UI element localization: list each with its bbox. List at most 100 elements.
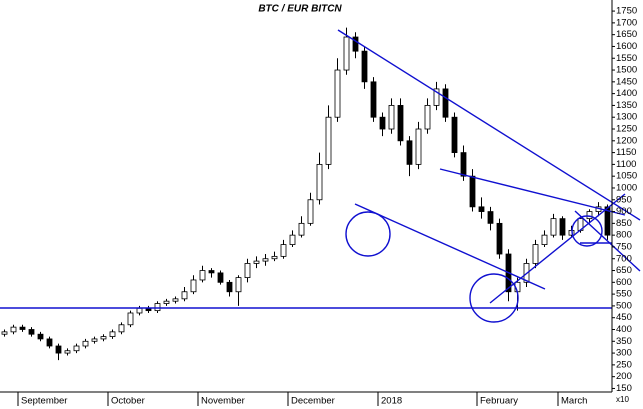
x-tick-label: 2018 bbox=[381, 396, 402, 407]
y-tick-label: 1000 bbox=[616, 182, 637, 193]
candle-body bbox=[46, 338, 53, 347]
candle-body bbox=[379, 116, 386, 130]
candle-body bbox=[316, 163, 323, 201]
candle-body bbox=[451, 116, 458, 153]
candle-body bbox=[532, 244, 539, 264]
axis-multiplier: x10 bbox=[616, 395, 629, 404]
candle-body bbox=[352, 36, 359, 52]
candle-body bbox=[262, 258, 269, 262]
candle-body bbox=[397, 105, 404, 142]
candle-body bbox=[442, 88, 449, 118]
y-tick-label: 900 bbox=[616, 206, 632, 217]
candle-body bbox=[460, 152, 467, 177]
y-tick-label: 550 bbox=[616, 289, 632, 300]
candle-body bbox=[82, 340, 89, 347]
y-tick-label: 450 bbox=[616, 312, 632, 323]
candle-body bbox=[604, 206, 611, 236]
candle-body bbox=[226, 281, 233, 293]
candle-body bbox=[136, 307, 143, 314]
x-tick-label: November bbox=[201, 396, 245, 407]
y-tick-label: 1400 bbox=[616, 88, 637, 99]
candle-body bbox=[307, 199, 314, 224]
candle-body bbox=[73, 345, 80, 352]
candle-body bbox=[298, 222, 305, 236]
candle-body bbox=[424, 105, 431, 130]
trendline bbox=[574, 210, 641, 272]
y-tick-label: 800 bbox=[616, 230, 632, 241]
x-tick-label: September bbox=[21, 396, 67, 407]
chart-title: BTC / EUR BITCN bbox=[258, 4, 342, 15]
y-tick-label: 300 bbox=[616, 348, 632, 359]
y-tick-label: 1200 bbox=[616, 135, 637, 146]
candle-body bbox=[217, 272, 224, 283]
candle-body bbox=[343, 36, 350, 71]
candle-body bbox=[253, 260, 260, 264]
candle-body bbox=[109, 331, 116, 337]
highlight-circle bbox=[345, 211, 391, 257]
y-tick-label: 150 bbox=[616, 383, 632, 394]
candle-body bbox=[325, 116, 332, 165]
y-tick-label: 1150 bbox=[616, 147, 636, 158]
y-tick-label: 1450 bbox=[616, 76, 637, 87]
y-tick-label: 950 bbox=[616, 194, 632, 205]
candle-body bbox=[154, 303, 161, 312]
candle-body bbox=[541, 234, 548, 245]
y-tick-label: 650 bbox=[616, 265, 632, 276]
highlight-circle bbox=[571, 215, 603, 247]
x-tick-label: October bbox=[111, 396, 145, 407]
y-tick-label: 1650 bbox=[616, 29, 637, 40]
candle-body bbox=[271, 255, 278, 260]
candle-body bbox=[478, 206, 485, 212]
candle-body bbox=[496, 222, 503, 255]
candle-body bbox=[469, 175, 476, 208]
candle-body bbox=[550, 218, 557, 236]
candle-body bbox=[190, 279, 197, 293]
trendline bbox=[439, 168, 626, 216]
trendlines bbox=[0, 29, 641, 323]
candle-body bbox=[586, 211, 593, 220]
y-tick-label: 250 bbox=[616, 359, 632, 370]
y-tick-label: 1600 bbox=[616, 41, 637, 52]
y-tick-label: 1750 bbox=[616, 6, 637, 17]
trendline bbox=[489, 193, 626, 304]
candle-body bbox=[361, 50, 368, 83]
candle-body bbox=[415, 128, 422, 165]
candle-body bbox=[559, 218, 566, 236]
candle-body bbox=[118, 324, 125, 333]
y-tick-label: 500 bbox=[616, 300, 632, 311]
y-tick-label: 1250 bbox=[616, 124, 637, 135]
candle-body bbox=[280, 244, 287, 257]
candle-body bbox=[37, 333, 44, 340]
candle-body bbox=[370, 81, 377, 118]
trendline bbox=[354, 203, 546, 290]
y-tick-label: 1350 bbox=[616, 100, 637, 111]
trendline bbox=[337, 29, 641, 221]
candle-body bbox=[64, 350, 71, 354]
y-tick-label: 850 bbox=[616, 218, 632, 229]
candle-body bbox=[172, 298, 179, 302]
y-tick-label: 1050 bbox=[616, 171, 637, 182]
candle-body bbox=[208, 270, 215, 274]
candle-body bbox=[55, 345, 62, 354]
candle-body bbox=[244, 263, 251, 279]
x-tick-label: March bbox=[561, 396, 587, 407]
candle-body bbox=[1, 331, 8, 335]
y-tick-label: 600 bbox=[616, 277, 632, 288]
y-tick-label: 200 bbox=[616, 371, 632, 382]
candle-body bbox=[406, 140, 413, 165]
candle-body bbox=[28, 329, 35, 335]
x-tick-label: February bbox=[480, 396, 518, 407]
y-tick-label: 750 bbox=[616, 241, 632, 252]
candle-body bbox=[127, 312, 134, 326]
y-tick-label: 1700 bbox=[616, 17, 637, 28]
candle-body bbox=[235, 277, 242, 293]
y-tick-label: 700 bbox=[616, 253, 632, 264]
candle-body bbox=[433, 88, 440, 106]
candle-body bbox=[199, 270, 206, 281]
x-tick-label: December bbox=[291, 396, 335, 407]
y-tick-label: 1300 bbox=[616, 112, 637, 123]
candle-body bbox=[289, 234, 296, 245]
y-tick-label: 1550 bbox=[616, 53, 637, 64]
